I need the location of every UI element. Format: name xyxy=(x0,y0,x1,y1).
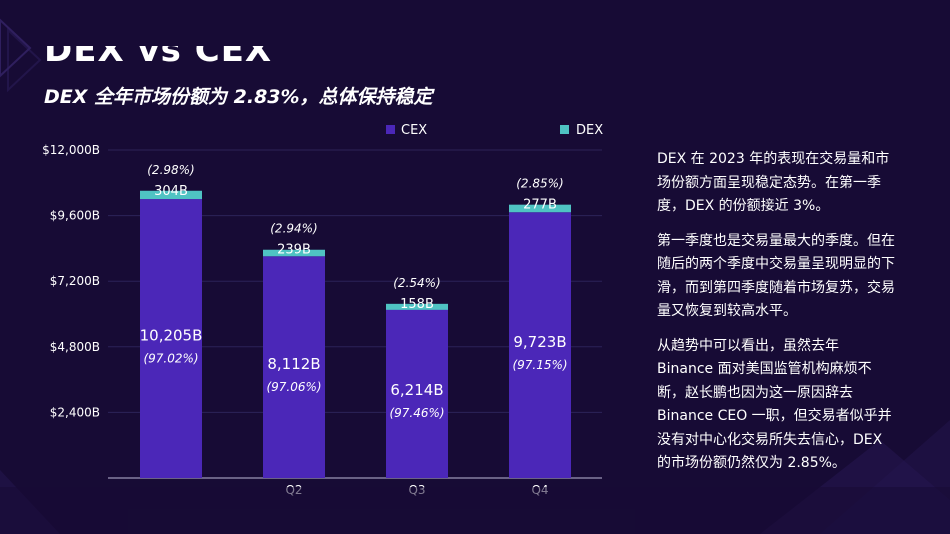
cex-bar xyxy=(263,256,325,478)
page-title: DEX vs CEX xyxy=(44,30,273,70)
dex-share-label: (2.98%) xyxy=(147,163,194,177)
bottom-fade xyxy=(0,487,950,534)
y-axis-ticks: $2,400B $4,800B $7,200B $9,600B $12,000B xyxy=(42,143,100,419)
cex-share-label: (97.02%) xyxy=(143,352,198,366)
y-tick-label: $2,400B xyxy=(50,405,100,419)
cex-bar xyxy=(140,199,202,478)
legend-label-dex: DEX xyxy=(576,123,603,138)
dex-bar xyxy=(386,303,448,310)
data-labels: 304B (2.98%) 10,205B (97.02%) 239B (2.94%) 8,1… xyxy=(140,163,568,420)
commentary-text: DEX 在 2023 年的表现在交易量和市场份额方面呈现稳定态势。在第一季度，D… xyxy=(657,148,897,478)
legend-swatch-dex xyxy=(560,125,569,134)
cex-value-label: 10,205B xyxy=(140,327,203,345)
bars xyxy=(140,190,571,478)
cex-value-label: 9,723B xyxy=(513,333,566,351)
cex-value-label: 8,112B xyxy=(267,355,320,373)
dex-share-label: (2.54%) xyxy=(393,276,440,290)
y-tick-label: $4,800B xyxy=(50,340,100,354)
cex-bar xyxy=(509,212,571,478)
stacked-bar-chart: $2,400B $4,800B $7,200B $9,600B $12,000B 304… xyxy=(42,123,603,497)
dex-value-label: 239B xyxy=(277,243,311,258)
commentary-paragraph-2: 第一季度也是交易量最大的季度。但在随后的两个季度中交易量呈现明显的下滑，而到第四… xyxy=(657,232,895,320)
cex-share-label: (97.15%) xyxy=(512,358,567,372)
dex-bar xyxy=(263,249,325,257)
y-tick-label: $9,600B xyxy=(50,209,100,223)
cex-share-label: (97.06%) xyxy=(266,380,321,394)
dex-share-label: (2.94%) xyxy=(270,222,317,236)
dex-bar xyxy=(509,204,571,213)
cex-value-label: 6,214B xyxy=(390,381,443,399)
dex-share-label: (2.85%) xyxy=(516,177,563,191)
dex-value-label: 158B xyxy=(400,297,434,312)
page-subtitle: DEX 全年市场份额为 2.83%，总体保持稳定 xyxy=(44,86,433,108)
dex-value-label: 277B xyxy=(523,198,557,213)
dex-bar xyxy=(140,190,202,200)
cex-bar xyxy=(386,308,448,478)
cex-share-label: (97.46%) xyxy=(389,406,444,420)
commentary-paragraph-1: DEX 在 2023 年的表现在交易量和市场份额方面呈现稳定态势。在第一季度，D… xyxy=(657,151,890,214)
dex-value-label: 304B xyxy=(154,184,188,199)
commentary-paragraph-3: 从趋势中可以看出，虽然去年 Binance 面对美国监管机构麻烦不断，赵长鹏也因… xyxy=(657,337,892,472)
legend-label-cex: CEX xyxy=(401,123,427,138)
y-tick-label: $12,000B xyxy=(42,143,100,157)
legend: CEX DEX xyxy=(386,123,603,138)
y-tick-label: $7,200B xyxy=(50,274,100,288)
legend-swatch-cex xyxy=(386,125,395,134)
